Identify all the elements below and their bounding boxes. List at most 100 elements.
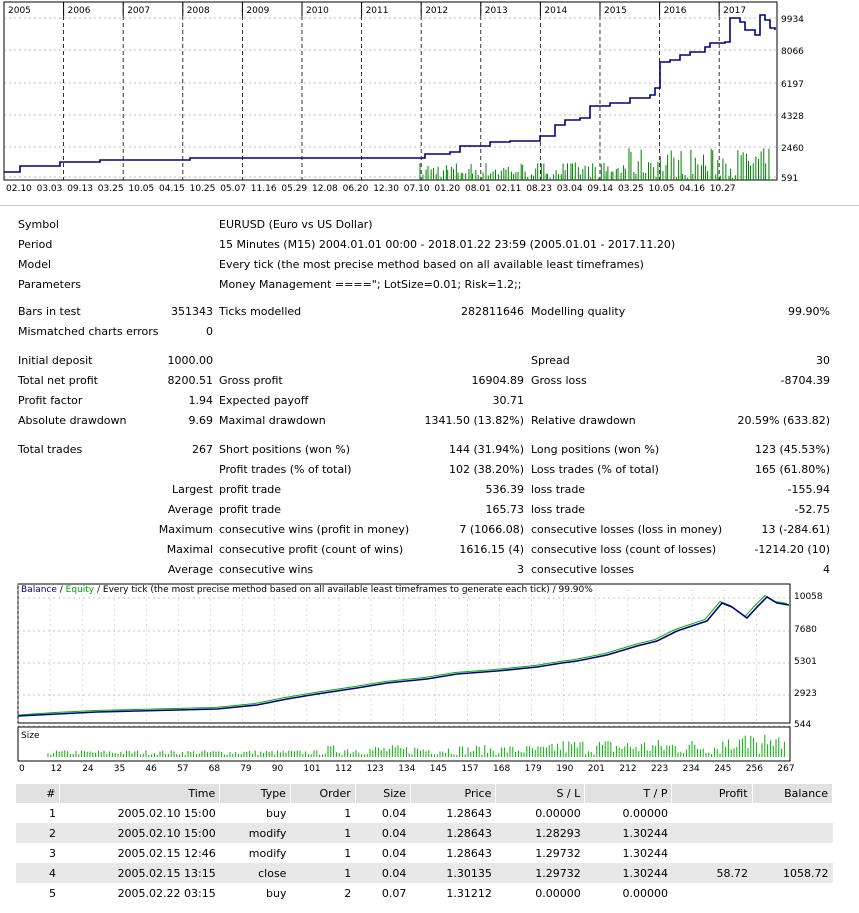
table-cell: 0.00000: [535, 886, 581, 900]
column-header[interactable]: Size: [355, 784, 411, 803]
year-label: 2016: [664, 6, 687, 16]
long-positions-value: 123 (45.53%): [754, 443, 830, 456]
equity-plot-frame: [17, 583, 791, 724]
x-tick-label: 12.30: [373, 184, 399, 194]
column-header[interactable]: T / P: [584, 784, 673, 803]
table-cell: [752, 823, 833, 843]
y-tick-label: 6197: [781, 80, 804, 90]
x-tick-label: 256: [745, 764, 763, 774]
column-header[interactable]: Balance: [752, 784, 834, 803]
table-cell: 0.00000: [622, 806, 668, 820]
table-cell: 5: [48, 886, 56, 900]
maximum-label: Maximum: [158, 523, 213, 536]
x-tick-label: 0: [19, 764, 25, 774]
expected-payoff-value: 30.71: [492, 394, 525, 407]
x-tick-label: 145: [429, 764, 447, 774]
table-cell: [672, 843, 752, 863]
average-consecutive-wins-value: 3: [517, 563, 524, 576]
year-label: 2014: [544, 6, 567, 16]
x-tick-label: 46: [145, 764, 157, 774]
x-tick-label: 09.13: [67, 184, 93, 194]
table-cell: 1: [344, 846, 352, 860]
x-tick-label: 03.04: [557, 184, 583, 194]
table-cell: 0.04: [381, 806, 407, 820]
table-cell: buy: [265, 886, 287, 900]
column-header[interactable]: S / L: [495, 784, 586, 803]
year-label: 2011: [366, 6, 389, 16]
x-tick-label: 02.10: [6, 184, 32, 194]
model-value: Every tick (the most precise method base…: [219, 258, 644, 271]
short-positions-label: Short positions (won %): [219, 443, 351, 456]
symbol-value: EURUSD (Euro vs US Dollar): [219, 218, 373, 231]
x-tick-label: 08.01: [465, 184, 491, 194]
table-cell: 1058.72: [752, 863, 833, 883]
year-label: 2013: [485, 6, 508, 16]
y-tick-label: 7680: [794, 625, 817, 635]
x-tick-label: 157: [461, 764, 479, 774]
x-tick-label: 03.25: [618, 184, 644, 194]
x-tick-label: 06.20: [343, 184, 369, 194]
column-header[interactable]: #: [16, 784, 61, 803]
y-tick-label: 8066: [781, 47, 804, 57]
table-cell: 2: [16, 823, 60, 843]
table-row: 1 2005.02.10 15:00 buy 1 0.04 1.28643 0.00000 0…: [16, 803, 833, 823]
table-cell: 1.30244: [622, 846, 668, 860]
loss-trades-value: 165 (61.80%): [754, 463, 830, 476]
relative-drawdown-label: Relative drawdown: [531, 414, 636, 427]
table-cell: [752, 803, 832, 823]
table-cell: 3: [48, 846, 56, 860]
table-row: 3 2005.02.15 12:46 modify 1 0.04 1.28643 1.297…: [16, 843, 833, 863]
chart-legend: Balance / Equity / Every tick (the most …: [21, 585, 593, 595]
symbol-label: Symbol: [18, 218, 59, 231]
table-cell: 1: [48, 806, 56, 820]
table-cell: 1.28643: [410, 823, 496, 843]
x-tick-label: 10.25: [190, 184, 216, 194]
x-tick-label: 12.08: [312, 184, 338, 194]
y-tick-label: 591: [781, 174, 798, 184]
legend-equity: Equity: [65, 585, 95, 595]
table-cell: close: [219, 863, 291, 883]
table-cell: 0.00000: [535, 806, 581, 820]
table-cell: [752, 843, 832, 863]
size-label: Size: [21, 731, 40, 741]
table-cell: 1: [344, 806, 352, 820]
table-cell: [672, 883, 752, 903]
y-tick-label: 5301: [794, 657, 817, 667]
model-label: Model: [18, 258, 52, 271]
x-tick-label: 05.29: [281, 184, 307, 194]
average-consecutive-label: Average: [167, 563, 213, 576]
maximal-consecutive-loss-label: consecutive loss (count of losses): [531, 543, 717, 556]
net-profit-value: 8200.51: [167, 374, 214, 387]
mismatch-label: Mismatched charts errors: [18, 325, 159, 338]
x-tick-label: 112: [335, 764, 353, 774]
table-cell: 2005.02.15 13:15: [59, 863, 220, 883]
table-cell: 0.04: [355, 863, 411, 883]
balance-line: [17, 595, 790, 717]
year-label: 2015: [604, 6, 627, 16]
table-row: 5 2005.02.22 03:15 buy 2 0.07 1.31212 0.00000 0…: [16, 883, 833, 903]
column-header[interactable]: Price: [410, 784, 497, 803]
largest-loss-value: -155.94: [787, 483, 830, 496]
parameters-value: Money Management ===="; LotSize=0.01; Ri…: [219, 278, 522, 291]
x-tick-label: 10.05: [649, 184, 675, 194]
table-cell: 0.04: [355, 823, 411, 843]
table-cell: 4: [16, 863, 60, 883]
largest-loss-label: loss trade: [531, 483, 586, 496]
legend-balance: Balance: [21, 585, 57, 595]
legend-separator: /: [56, 585, 66, 595]
gross-loss-label: Gross loss: [531, 374, 587, 387]
year-label: 2010: [306, 6, 329, 16]
column-header[interactable]: Profit: [671, 784, 753, 803]
balance-line: [4, 14, 776, 173]
column-header[interactable]: Time: [59, 784, 221, 803]
table-cell: 0.07: [381, 886, 407, 900]
table-cell: 2: [344, 886, 352, 900]
year-label: 2009: [246, 6, 269, 16]
column-header[interactable]: Order: [290, 784, 356, 803]
average-consecutive-wins-label: consecutive wins: [219, 563, 314, 576]
ticks-label: Ticks modelled: [219, 305, 302, 318]
column-header[interactable]: Type: [219, 784, 291, 803]
x-tick-label: 10.27: [710, 184, 736, 194]
